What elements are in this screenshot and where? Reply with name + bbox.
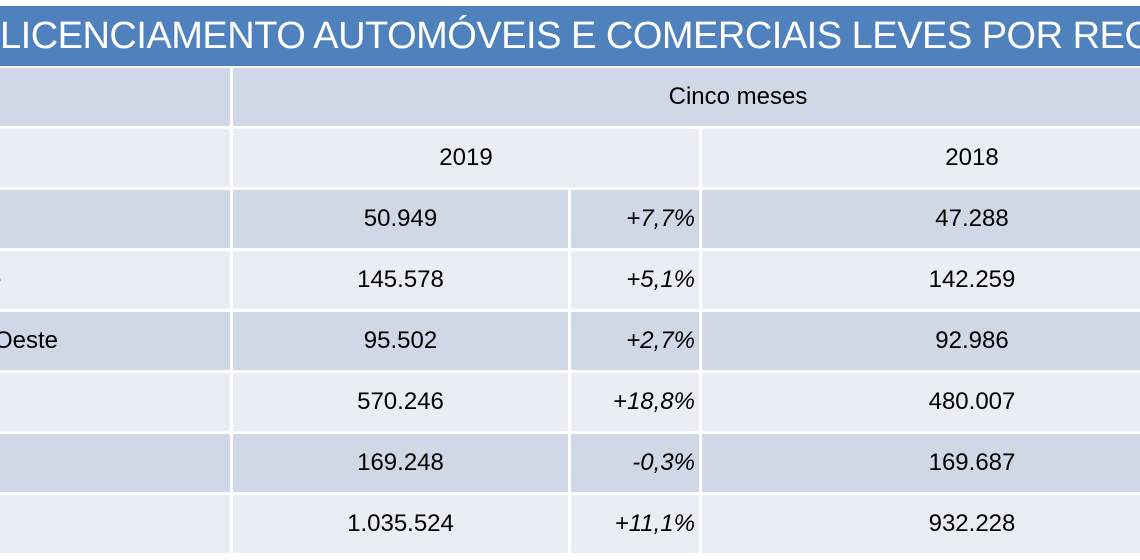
column-divider [230,68,233,126]
table-row: 50.949 +7,7% 47.288 [0,190,1140,248]
table-row: Oeste 95.502 +2,7% 92.986 [0,312,1140,370]
column-divider [230,373,233,431]
table-row: e 145.578 +5,1% 142.259 [0,251,1140,309]
column-divider [568,251,571,309]
value-2018: 92.986 [935,327,1009,354]
column-divider [568,312,571,370]
column-divider [699,434,702,492]
column-divider [699,129,702,187]
table-row: 570.246 +18,8% 480.007 [0,373,1140,431]
row-divider [0,309,1140,312]
variation: +18,8% [612,388,695,415]
column-divider [699,312,702,370]
value-2018: 142.259 [928,266,1016,293]
column-divider [699,373,702,431]
column-divider [699,190,702,248]
row-divider [0,370,1140,373]
variation: -0,3% [632,449,695,476]
header-empty-cell [0,129,230,187]
value-2019: 145.578 [357,266,444,293]
variation: +5,1% [626,266,695,293]
variation: +7,7% [626,205,695,232]
column-divider [230,312,233,370]
table-row: 169.248 -0,3% 169.687 [0,434,1140,492]
value-2019: 570.246 [357,388,444,415]
region-label: Oeste [0,327,59,354]
table-header-years-row: 2019 2018 [0,129,1140,187]
column-divider [568,190,571,248]
region-label: e [0,251,1,309]
value-2018: 169.687 [928,449,1016,476]
table-row: 1.035.524 +11,1% 932.228 [0,495,1140,553]
header-year-previous: 2018 [945,144,999,171]
column-divider [568,373,571,431]
slide-title: LICENCIAMENTO AUTOMÓVEIS E COMERCIAIS LE… [0,6,1140,66]
value-2018: 932.228 [928,510,1016,537]
column-divider [230,251,233,309]
header-period: Cinco meses [668,83,808,110]
value-2019: 1.035.524 [347,510,454,537]
column-divider [230,129,233,187]
row-divider [0,492,1140,495]
column-divider [699,495,702,553]
value-2019: 50.949 [363,205,438,232]
row-divider [0,187,1140,190]
row-divider [0,126,1140,129]
row-divider [0,431,1140,434]
column-divider [568,495,571,553]
variation: +11,1% [614,510,695,537]
value-2018: 47.288 [935,205,1009,232]
column-divider [230,495,233,553]
value-2019: 169.248 [357,449,444,476]
table-header-period-row: Cinco meses [0,68,1140,126]
value-2018: 480.007 [928,388,1016,415]
header-empty-cell [0,68,230,126]
column-divider [568,434,571,492]
column-divider [230,434,233,492]
column-divider [230,190,233,248]
value-2019: 95.502 [363,327,438,354]
column-divider [699,251,702,309]
row-divider [0,248,1140,251]
header-year-current: 2019 [439,144,493,171]
variation: +2,7% [626,327,695,354]
